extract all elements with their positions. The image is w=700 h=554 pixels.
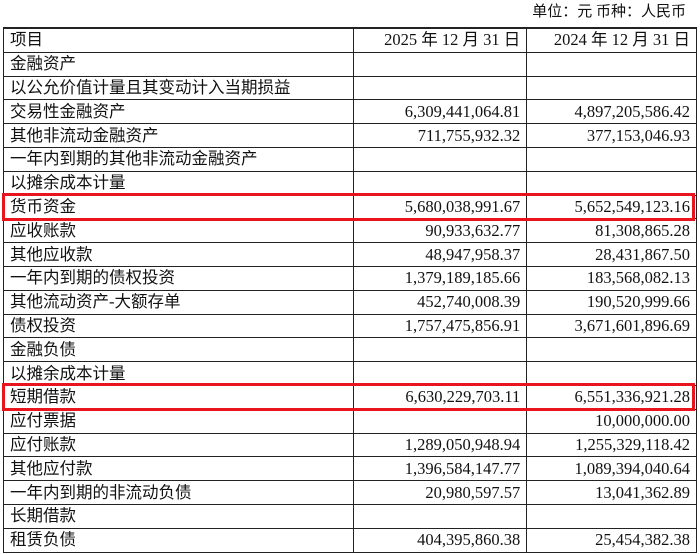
value-2024: 25,454,382.38 [526,527,697,553]
value-2025: 1,757,475,856.91 [353,313,528,339]
row-label: 以公允价值计量且其变动计入当期损益 [2,75,355,101]
value-2024: 190,520,999.66 [526,289,697,315]
table-row: 货币资金 5,680,038,991.67 5,652,549,123.16 [2,194,697,220]
value-2024: 1,089,394,040.64 [526,456,697,482]
value-2025 [353,503,528,529]
table-row: 以摊余成本计量 [2,361,697,386]
row-label: 债权投资 [2,313,355,339]
row-label: 交易性金融资产 [2,99,355,125]
value-2024: 81,308,865.28 [526,218,697,244]
value-2025 [353,75,528,101]
value-2025: 48,947,958.37 [353,242,528,267]
table-row: 一年内到期的其他非流动金融资产 [2,146,697,172]
table-row: 应付票据 10,000,000.00 [2,408,697,434]
value-2024 [526,51,697,77]
header-row: 项目 2025 年 12 月 31 日 2024 年 12 月 31 日 [2,26,697,53]
value-2025: 452,740,008.39 [353,289,528,315]
value-2025: 1,396,584,147.77 [353,456,528,482]
header-2025: 2025 年 12 月 31 日 [353,26,528,53]
value-2024: 377,153,046.93 [526,123,697,148]
table-row: 应付账款 1,289,050,948.94 1,255,329,118.42 [2,432,697,458]
value-2024: 183,568,082.13 [526,265,697,291]
value-2024 [526,146,697,172]
table-row: 一年内到期的债权投资 1,379,189,185.66 183,568,082.13 [2,265,697,291]
table-row: 金融负债 [2,337,697,363]
row-label: 一年内到期的非流动负债 [2,480,355,505]
value-2025 [353,146,528,172]
value-2025: 1,289,050,948.94 [353,432,528,458]
table-row: 一年内到期的非流动负债 20,980,597.57 13,041,362.89 [2,480,697,505]
value-2025: 711,755,932.32 [353,123,528,148]
value-2024: 3,671,601,896.69 [526,313,697,339]
row-label: 其他应收款 [2,242,355,267]
row-label: 以摊余成本计量 [2,361,355,386]
value-2025 [353,51,528,77]
value-2025 [353,337,528,363]
value-2024: 10,000,000.00 [526,408,697,434]
row-label: 长期借款 [2,503,355,529]
row-label: 货币资金 [2,194,355,220]
value-2024 [526,75,697,101]
table-row: 交易性金融资产 6,309,441,064.81 4,897,205,586.42 [2,99,697,125]
header-2024: 2024 年 12 月 31 日 [526,26,697,53]
table-row: 短期借款 6,630,229,703.11 6,551,336,921.28 [2,384,697,410]
value-2024 [526,361,697,386]
value-2024: 6,551,336,921.28 [526,384,697,410]
value-2025: 5,680,038,991.67 [353,194,528,220]
value-2025 [353,408,528,434]
value-2025: 1,379,189,185.66 [353,265,528,291]
value-2025: 6,309,441,064.81 [353,99,528,125]
table-row: 以公允价值计量且其变动计入当期损益 [2,75,697,101]
financial-table: 项目 2025 年 12 月 31 日 2024 年 12 月 31 日 金融资… [2,26,697,553]
value-2024 [526,337,697,363]
table-row: 其他应付款 1,396,584,147.77 1,089,394,040.64 [2,456,697,482]
row-label: 应收账款 [2,218,355,244]
table-row: 金融资产 [2,51,697,77]
row-label: 其他应付款 [2,456,355,482]
row-label: 其他流动资产-大额存单 [2,289,355,315]
table-row: 债权投资 1,757,475,856.91 3,671,601,896.69 [2,313,697,339]
value-2025 [353,361,528,386]
row-label: 金融资产 [2,51,355,77]
row-label: 一年内到期的债权投资 [2,265,355,291]
table-row: 其他非流动金融资产 711,755,932.32 377,153,046.93 [2,123,697,148]
row-label: 其他非流动金融资产 [2,123,355,148]
value-2025: 20,980,597.57 [353,480,528,505]
value-2024: 5,652,549,123.16 [526,194,697,220]
value-2024: 28,431,867.50 [526,242,697,267]
table-row: 其他流动资产-大额存单 452,740,008.39 190,520,999.66 [2,289,697,315]
value-2024: 13,041,362.89 [526,480,697,505]
row-label: 应付票据 [2,408,355,434]
value-2024 [526,170,697,196]
row-label: 金融负债 [2,337,355,363]
table-row: 长期借款 [2,503,697,529]
value-2024: 1,255,329,118.42 [526,432,697,458]
header-item: 项目 [2,26,355,53]
table-row: 应收账款 90,933,632.77 81,308,865.28 [2,218,697,244]
table-row: 其他应收款 48,947,958.37 28,431,867.50 [2,242,697,267]
value-2025: 6,630,229,703.11 [353,384,528,410]
row-label: 以摊余成本计量 [2,170,355,196]
row-label: 短期借款 [2,384,355,410]
value-2024: 4,897,205,586.42 [526,99,697,125]
row-label: 租赁负债 [2,527,355,553]
table-row: 以摊余成本计量 [2,170,697,196]
value-2025: 90,933,632.77 [353,218,528,244]
value-2025 [353,170,528,196]
value-2024 [526,503,697,529]
row-label: 一年内到期的其他非流动金融资产 [2,146,355,172]
unit-label: 单位：元 币种：人民币 [532,4,686,20]
row-label: 应付账款 [2,432,355,458]
table-row: 租赁负债 404,395,860.38 25,454,382.38 [2,527,697,553]
value-2025: 404,395,860.38 [353,527,528,553]
